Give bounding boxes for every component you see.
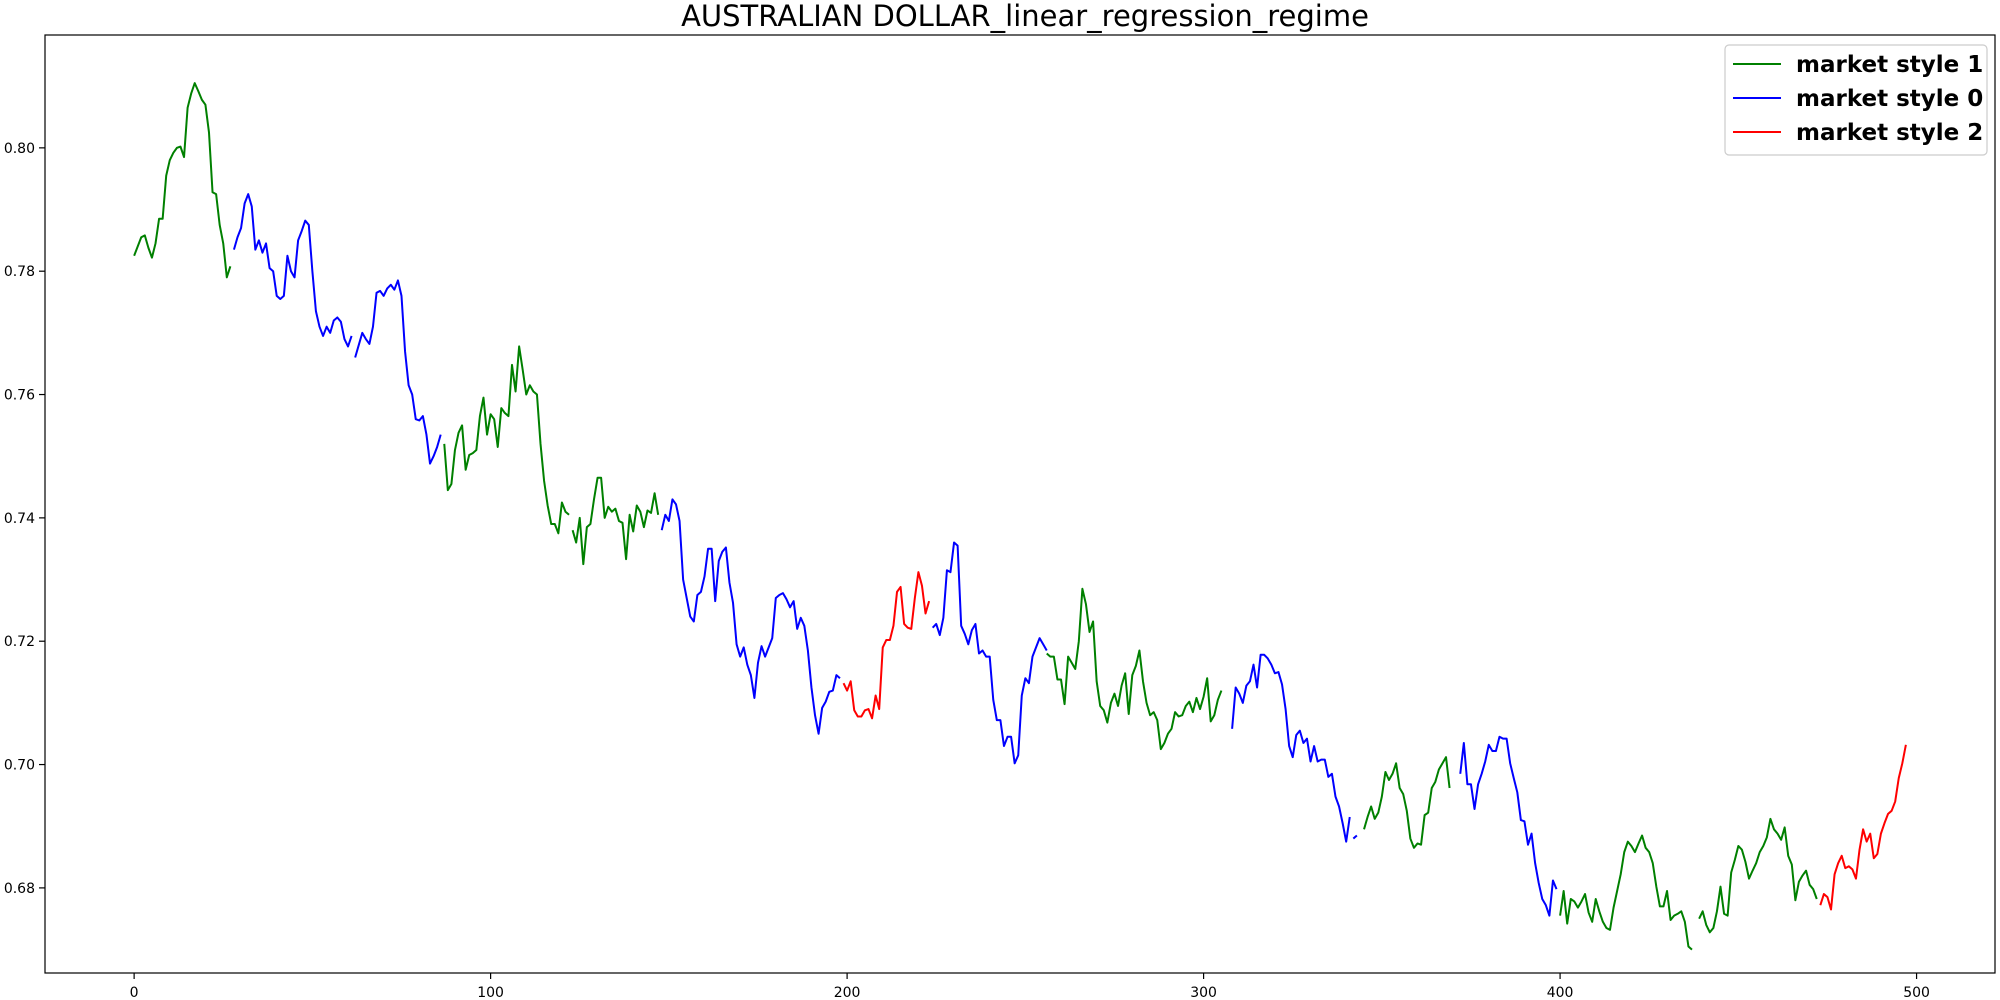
legend-label-3: market style 2 <box>1796 120 1983 146</box>
series-segment-style-1-14 <box>1698 817 1818 934</box>
series-segment-style-1-0 <box>133 82 232 279</box>
y-tick-label: 0.78 <box>4 264 35 280</box>
series-segment-style-0-1 <box>232 193 353 348</box>
y-tick-label: 0.74 <box>4 511 35 527</box>
chart-title: AUSTRALIAN DOLLAR_linear_regression_regi… <box>681 0 1369 33</box>
legend-box <box>1724 44 1988 156</box>
legend-label-2: market style 0 <box>1796 86 1983 112</box>
series-lines <box>133 82 1907 951</box>
series-segment-style-0-9 <box>1231 653 1351 843</box>
series-segment-style-1-11 <box>1363 756 1451 849</box>
series-segment-style-0-7 <box>931 541 1048 765</box>
series-segment-style-0-2 <box>354 279 442 465</box>
series-segment-style-0-5 <box>660 498 841 735</box>
series-segment-style-2-15 <box>1819 744 1907 911</box>
x-axis: 0 100 200 300 400 500 <box>130 973 1930 1000</box>
series-segment-style-1-4 <box>571 476 660 566</box>
x-tick-label: 0 <box>130 985 139 1000</box>
series-segment-style-1-3 <box>443 345 570 535</box>
y-tick-label: 0.70 <box>4 758 35 774</box>
y-axis: 0.68 0.70 0.72 0.74 0.76 0.78 0.80 <box>4 141 45 897</box>
plot-area-frame <box>44 34 1996 974</box>
x-tick-label: 200 <box>834 985 861 1000</box>
y-tick-label: 0.80 <box>4 141 35 157</box>
x-tick-label: 500 <box>1903 985 1930 1000</box>
series-segment-style-1-8 <box>1046 587 1223 751</box>
y-tick-label: 0.68 <box>4 881 35 897</box>
y-tick-label: 0.72 <box>4 634 35 650</box>
x-tick-label: 400 <box>1547 985 1574 1000</box>
y-tick-label: 0.76 <box>4 388 35 404</box>
series-segment-style-2-6 <box>842 571 931 720</box>
x-tick-label: 100 <box>477 985 504 1000</box>
legend: market style 1 market style 0 market style… <box>1724 44 1988 156</box>
series-segment-style-0-12 <box>1459 735 1558 917</box>
series-segment-style-0-10 <box>1352 834 1358 840</box>
x-tick-label: 300 <box>1190 985 1217 1000</box>
legend-label-1: market style 1 <box>1796 52 1983 78</box>
series-segment-style-1-13 <box>1559 834 1693 951</box>
